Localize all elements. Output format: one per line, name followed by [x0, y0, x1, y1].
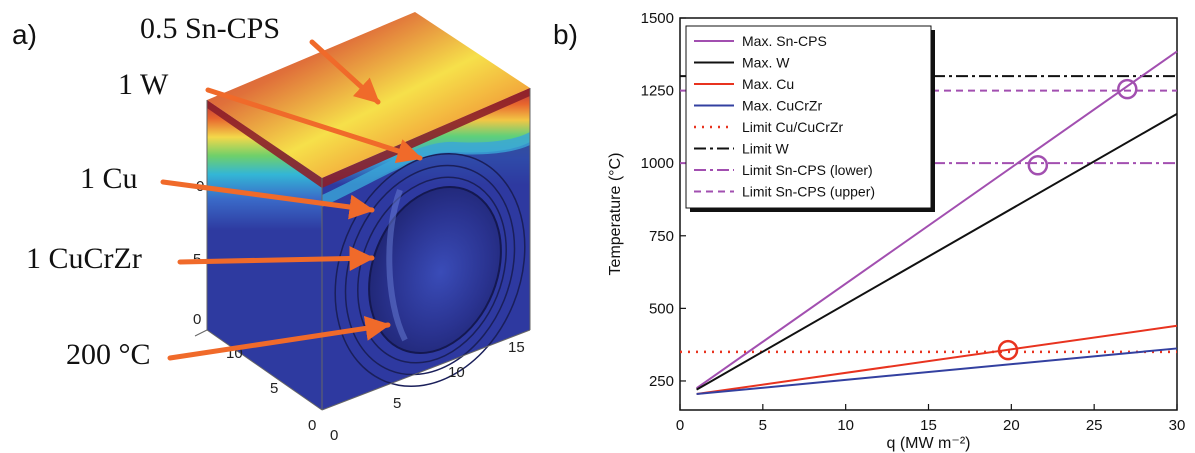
- x-axis-title: q (MW m⁻²): [887, 435, 971, 452]
- annotation-sn-cps: 0.5 Sn-CPS: [140, 12, 280, 45]
- width-tick-0: 0: [330, 427, 338, 444]
- arrow-w: [205, 87, 423, 164]
- legend-entry: Max. Cu: [742, 76, 794, 92]
- bore-ring-middle: [344, 164, 516, 376]
- arrow-sn-cps: [309, 39, 381, 105]
- legend-entry: Max. Sn-CPS: [742, 33, 827, 49]
- x-tick-label: 5: [759, 417, 767, 434]
- width-tick-15: 15: [508, 339, 525, 356]
- annotation-cu: 1 Cu: [80, 162, 138, 195]
- series-line: [696, 112, 1178, 391]
- annotation-cucrzr: 1 CuCrZr: [26, 242, 142, 275]
- annotation-200c: 200 °C: [66, 338, 151, 371]
- arrow-200c: [167, 316, 391, 361]
- x-tick-label: 10: [837, 417, 854, 434]
- y-tick-label: 1000: [641, 155, 674, 172]
- legend-entry: Limit Sn-CPS (lower): [742, 162, 873, 178]
- bore-hole: [368, 185, 502, 355]
- y-axis-title: Temperature (°C): [607, 153, 624, 276]
- annotation-w: 1 W: [118, 68, 169, 101]
- series-line: [696, 347, 1178, 396]
- series-line: [696, 324, 1178, 396]
- legend-entry: Limit Sn-CPS (upper): [742, 184, 875, 200]
- x-tick-label: 30: [1169, 417, 1186, 434]
- y-tick-label: 750: [649, 228, 674, 245]
- arrow-cucrzr: [177, 245, 375, 271]
- intersection-marker: [1117, 78, 1138, 100]
- chart: 0 5 10 15 20 25 30 250 500 750 1000 1250 1500 q (MW m…: [607, 10, 1185, 452]
- legend-entry: Max. CuCrZr: [742, 98, 822, 114]
- bore-ring-inner: [357, 176, 507, 364]
- legend-box: [685, 25, 932, 209]
- vertical-tick-0: 0: [193, 311, 201, 328]
- x-tick-label: 20: [1003, 417, 1020, 434]
- arrow-cu: [160, 179, 375, 220]
- panel-a: a) 0 5 0 10 5 0 0: [12, 12, 531, 444]
- y-tick-label: 500: [649, 300, 674, 317]
- x-tick-label: 25: [1086, 417, 1103, 434]
- x-tick-label: 15: [920, 417, 937, 434]
- panel-a-label: a): [12, 19, 37, 50]
- width-tick-5: 5: [393, 395, 401, 412]
- panel-b-label: b): [553, 19, 578, 50]
- panel-b: b) 0 5 10 15 20 25 30 250 500 750 1000 1250 1500 q (M…: [553, 10, 1185, 452]
- intersection-marker: [1027, 154, 1049, 176]
- right-face-transition: [322, 132, 530, 207]
- tungsten-layer: [207, 88, 530, 188]
- depth-tick-5: 5: [270, 380, 278, 397]
- width-tick-10: 10: [448, 364, 465, 381]
- y-tick-label: 250: [649, 373, 674, 390]
- y-tick-label: 1250: [641, 83, 674, 100]
- legend-entry: Max. W: [742, 55, 790, 71]
- intersection-marker: [997, 339, 1019, 361]
- block-left-face: [207, 100, 322, 410]
- depth-tick-0: 0: [308, 417, 316, 434]
- bore-ring-outer: [334, 152, 526, 388]
- legend-entry: Limit W: [742, 141, 789, 157]
- legend-entry: Limit Cu/CuCrZr: [742, 119, 843, 135]
- x-tick-label: 0: [676, 417, 684, 434]
- series-line: [695, 50, 1178, 390]
- y-tick-label: 1500: [641, 10, 674, 27]
- bore-highlight: [386, 188, 408, 342]
- block-frame: [194, 88, 531, 411]
